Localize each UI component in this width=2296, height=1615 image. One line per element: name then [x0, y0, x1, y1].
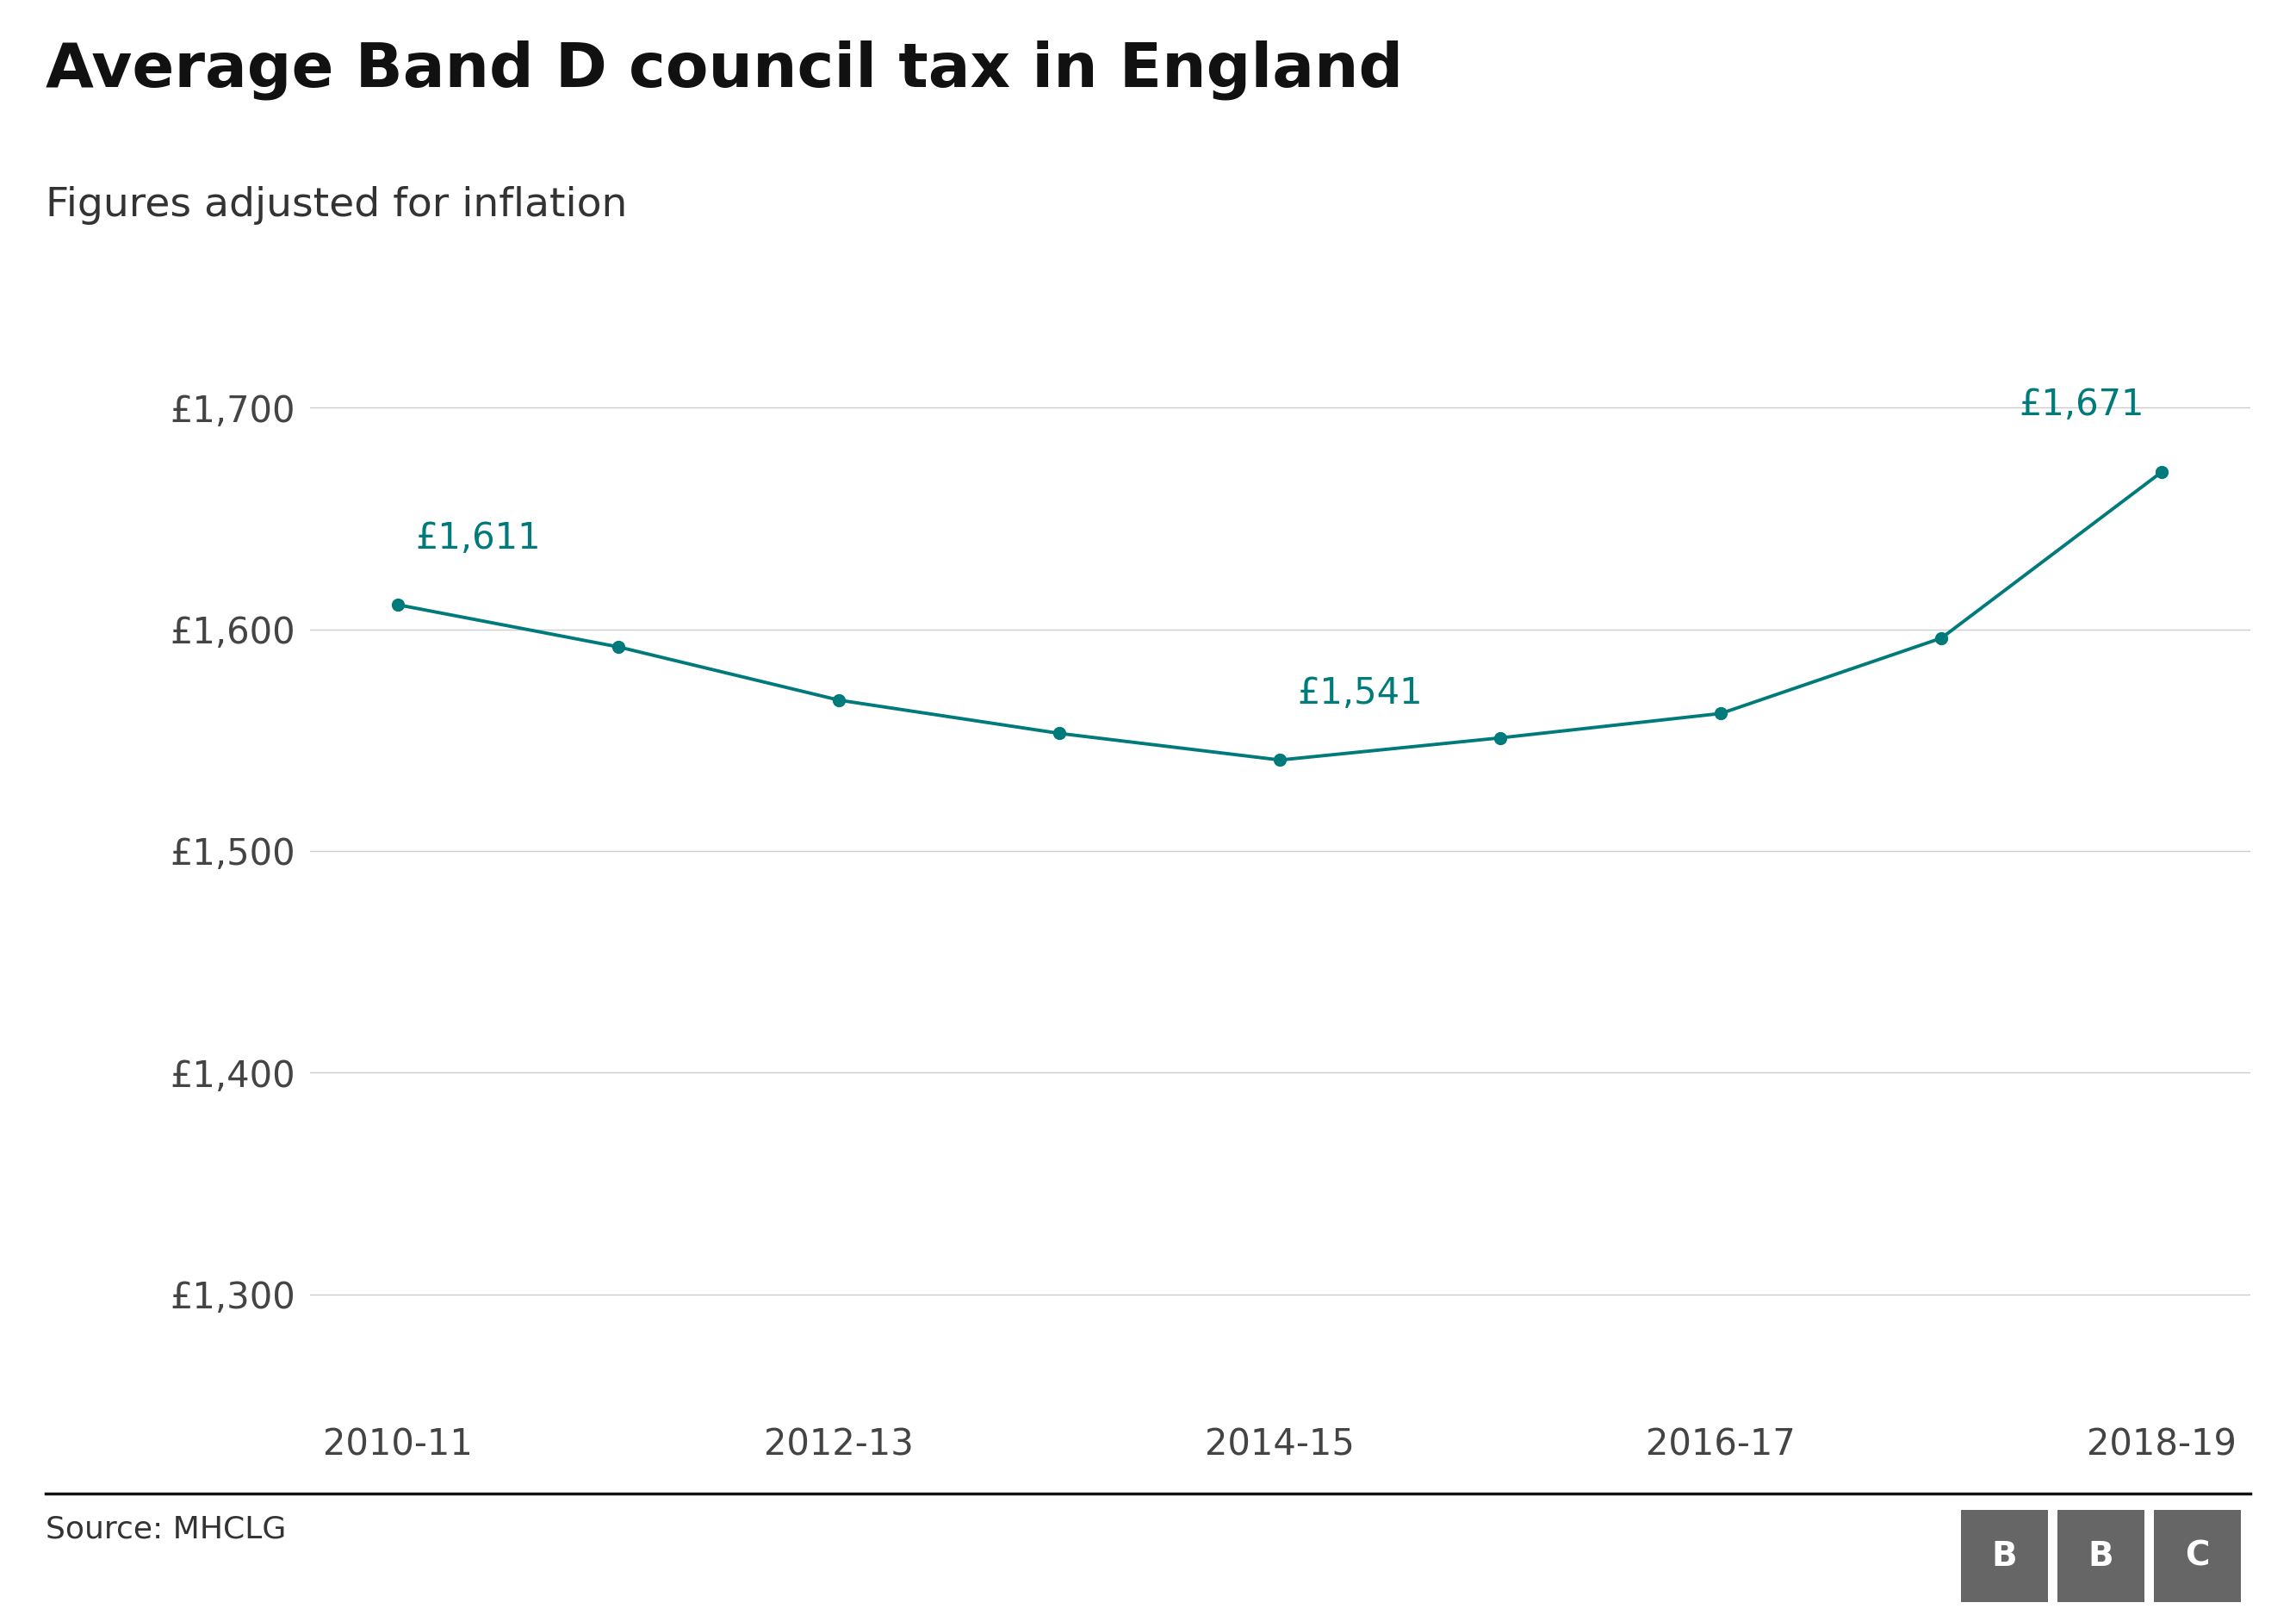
Text: B: B [1991, 1539, 2018, 1573]
Text: Source: MHCLG: Source: MHCLG [46, 1515, 287, 1544]
Point [1263, 748, 1300, 774]
Text: £1,541: £1,541 [1297, 675, 1424, 711]
Point [2144, 459, 2181, 484]
Text: B: B [2087, 1539, 2115, 1573]
Point [1704, 701, 1740, 727]
Text: Average Band D council tax in England: Average Band D council tax in England [46, 40, 1403, 100]
Point [820, 688, 856, 714]
Point [1924, 625, 1961, 651]
Point [1483, 725, 1520, 751]
Text: C: C [2186, 1539, 2209, 1573]
Point [379, 593, 416, 619]
Point [1040, 720, 1077, 746]
Text: £1,611: £1,611 [416, 520, 542, 556]
Text: £1,671: £1,671 [2018, 388, 2144, 423]
Point [599, 635, 636, 661]
Text: Figures adjusted for inflation: Figures adjusted for inflation [46, 186, 627, 224]
